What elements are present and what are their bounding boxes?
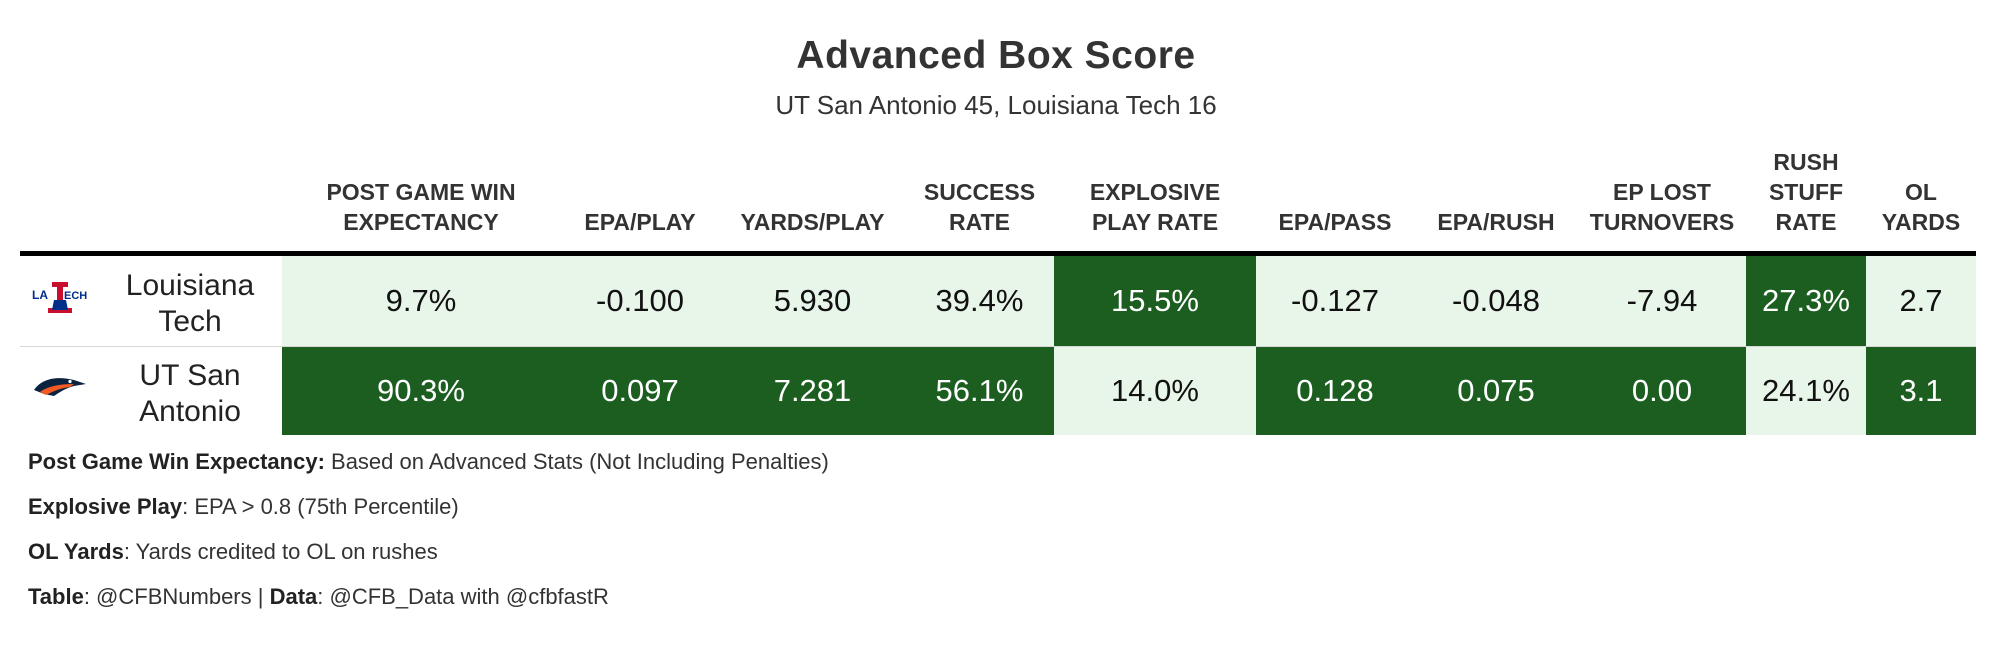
cell-wp-row1: 90.3% xyxy=(282,347,560,435)
cell-ep_lost-row1: 0.00 xyxy=(1578,347,1746,435)
cell-epa_rush-row1: 0.075 xyxy=(1414,347,1578,435)
column-header-epa_pass: EPA/Pass xyxy=(1278,209,1392,235)
cell-epa_play-row1: 0.097 xyxy=(560,347,720,435)
note-explosive-play: Explosive Play: EPA > 0.8 (75th Percenti… xyxy=(28,494,459,519)
svg-text:ECH: ECH xyxy=(64,290,87,302)
cell-stuff-row1: 24.1% xyxy=(1746,347,1866,435)
table-subtitle: UT San Antonio 45, Louisiana Tech 16 xyxy=(775,90,1217,120)
table-title: Advanced Box Score xyxy=(796,34,1196,77)
cell-ep_lost-row0: -7.94 xyxy=(1578,256,1746,346)
cell-explosive-row1: 14.0% xyxy=(1054,347,1256,435)
cell-explosive-row0: 15.5% xyxy=(1054,256,1256,346)
column-header-ep_lost: EP Lost Turnovers xyxy=(1589,179,1735,235)
column-header-wp: Post Game Win Expectancy xyxy=(326,179,516,235)
column-header-explosive: Explosive Play Rate xyxy=(1089,179,1221,235)
cell-epa_rush-row0: -0.048 xyxy=(1414,256,1578,346)
cell-epa_pass-row1: 0.128 xyxy=(1256,347,1414,435)
column-header-ol: OL Yards xyxy=(1881,179,1961,235)
note-ol-yards: OL Yards: Yards credited to OL on rushes xyxy=(28,539,438,564)
cell-success-row1: 56.1% xyxy=(905,347,1054,435)
team-name-utsa: UT San Antonio xyxy=(139,359,241,428)
row-divider xyxy=(20,346,1976,347)
cell-wp-row0: 9.7% xyxy=(282,256,560,346)
header-divider xyxy=(20,251,1976,256)
cell-success-row0: 39.4% xyxy=(905,256,1054,346)
credits: Table: @CFBNumbers | Data: @CFB_Data wit… xyxy=(28,584,609,609)
cell-ol-row0: 2.7 xyxy=(1866,256,1976,346)
svg-text:LA: LA xyxy=(32,288,48,302)
cell-ol-row1: 3.1 xyxy=(1866,347,1976,435)
team-name-louisiana-tech: Louisiana Tech xyxy=(125,269,255,338)
cell-epa_pass-row0: -0.127 xyxy=(1256,256,1414,346)
cell-epa_play-row0: -0.100 xyxy=(560,256,720,346)
column-header-stuff: Rush Stuff Rate xyxy=(1768,149,1844,235)
note-win-expectancy: Post Game Win Expectancy: Based on Advan… xyxy=(28,449,829,474)
cell-yards_play-row1: 7.281 xyxy=(720,347,905,435)
column-header-yards_play: Yards/Play xyxy=(740,209,885,235)
cell-yards_play-row0: 5.930 xyxy=(720,256,905,346)
louisiana-tech-logo: LA ECH xyxy=(32,282,87,313)
column-header-epa_play: EPA/Play xyxy=(584,209,696,235)
cell-stuff-row0: 27.3% xyxy=(1746,256,1866,346)
utsa-roadrunner-logo xyxy=(34,378,86,396)
column-header-epa_rush: EPA/Rush xyxy=(1437,209,1555,235)
column-header-success: Success Rate xyxy=(923,179,1036,235)
